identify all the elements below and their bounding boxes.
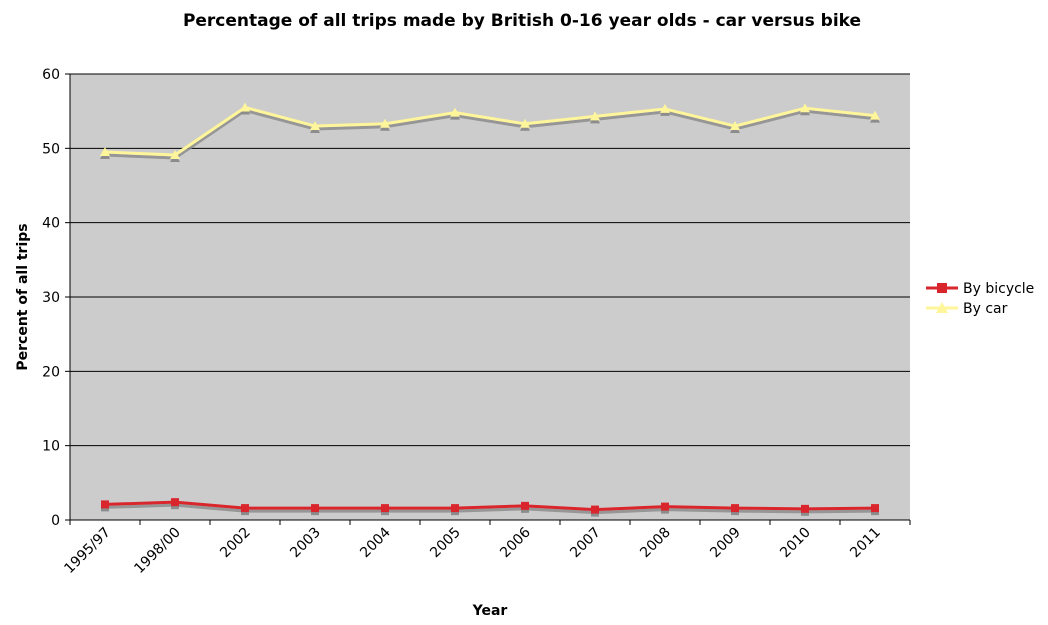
data-point-bicycle-2006 [521, 501, 529, 510]
legend-marker-car [936, 302, 948, 313]
data-point-bicycle-2002 [241, 504, 249, 513]
series-car [100, 102, 880, 163]
data-point-bicycle-2011 [871, 504, 879, 513]
legend-item-car: By car [926, 301, 1008, 317]
legend-item-bicycle: By bicycle [926, 281, 1034, 297]
legend: By bicycle By car [926, 281, 1034, 317]
x-tick-label: 1995/97 [61, 525, 113, 577]
y-tick-label: 50 [42, 141, 60, 157]
x-tick-label: 2007 [567, 525, 604, 562]
gridlines [70, 73, 910, 447]
data-point-car-1998/00 [170, 150, 180, 160]
data-point-car-2010 [800, 103, 810, 113]
series-bicycle [101, 498, 879, 517]
series-line [104, 500, 876, 512]
data-point-car-2006 [520, 118, 530, 128]
legend-label-bicycle: By bicycle [963, 281, 1034, 297]
data-point-car-2009 [730, 121, 740, 131]
x-axis-title: Year [472, 603, 508, 619]
x-tick-label: 2006 [497, 524, 534, 561]
legend-label-car: By car [963, 301, 1008, 317]
data-point-car-1995/97 [100, 147, 110, 157]
axes [65, 73, 911, 525]
x-tick-label: 2002 [217, 525, 254, 562]
data-point-bicycle-2009 [731, 504, 739, 513]
y-tick-label: 30 [42, 290, 60, 306]
x-tick-label: 2004 [357, 524, 394, 561]
y-axis-title: Percent of all trips [15, 223, 31, 370]
data-point-bicycle-1995/97 [101, 500, 109, 509]
data-point-car-2011 [870, 110, 880, 120]
y-tick-label: 10 [42, 439, 60, 455]
x-tick-label: 2009 [707, 525, 744, 562]
y-tick-label: 40 [42, 216, 60, 232]
series-line [104, 105, 876, 157]
series [100, 102, 880, 517]
x-tick-label: 2005 [427, 525, 464, 562]
data-point-car-2008 [660, 103, 670, 113]
data-point-car-2004 [380, 118, 390, 128]
y-tick-label: 60 [42, 67, 60, 83]
x-tick-label: 2008 [637, 525, 674, 562]
data-point-bicycle-2010 [801, 504, 809, 513]
y-tick-labels: 0 10 20 30 40 50 60 [42, 67, 60, 529]
data-point-bicycle-2003 [311, 504, 319, 513]
data-point-car-2007 [590, 111, 600, 121]
x-tick-label: 2003 [287, 525, 324, 562]
series-shadow [104, 108, 876, 160]
data-point-bicycle-1998/00 [171, 498, 179, 507]
data-point-bicycle-2008 [661, 502, 669, 511]
data-point-car-2002 [240, 102, 250, 112]
y-tick-label: 20 [42, 364, 60, 380]
x-tick-label: 2011 [847, 525, 884, 562]
x-tick-label: 2010 [777, 525, 814, 562]
data-point-car-2005 [450, 107, 460, 117]
x-tick-labels: 1995/97 1998/00 2002 2003 2004 2005 2006 2007 20… [61, 524, 883, 577]
y-tick-label: 0 [51, 513, 60, 529]
series-shadow [104, 503, 876, 515]
legend-marker-bicycle [937, 283, 947, 293]
x-tick-label: 1998/00 [131, 525, 183, 577]
data-point-bicycle-2007 [591, 505, 599, 514]
data-point-bicycle-2004 [381, 504, 389, 513]
data-point-bicycle-2005 [451, 504, 459, 513]
chart-title: Percentage of all trips made by British … [183, 11, 861, 31]
data-point-car-2003 [310, 121, 320, 131]
